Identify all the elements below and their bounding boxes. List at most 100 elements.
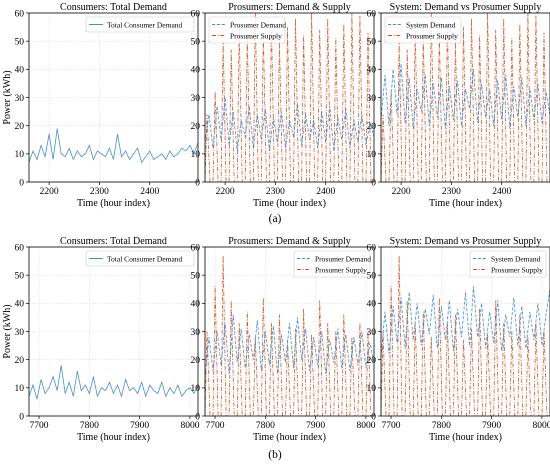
- y-tick-label: 0: [19, 178, 24, 188]
- legend-box: [208, 16, 286, 44]
- chart-title: Prosumers: Demand & Supply: [228, 236, 351, 247]
- y-tick-label: 10: [191, 384, 201, 394]
- x-axis-label: Time (hour index): [77, 432, 150, 443]
- y-tick-label: 10: [367, 384, 377, 394]
- x-axis-label: Time (hour index): [253, 198, 326, 209]
- legend-box: [384, 16, 462, 44]
- chart-panel-b-2: 7700 7800 7900 80000102030405060Prosumers: …: [191, 236, 376, 443]
- y-tick-label: 60: [367, 243, 377, 253]
- series-line-total-consumer-demand: [29, 128, 198, 164]
- y-tick-label: 30: [191, 94, 201, 104]
- legend-label: Prosumer Supply: [315, 265, 367, 274]
- x-tick-label: 8000: [532, 421, 550, 431]
- y-tick-label: 30: [15, 94, 25, 104]
- y-tick-label: 10: [191, 150, 201, 160]
- chart-panel-a-1: 2200 2300 2400 0 10 20 30 40 50 60 Consumers: Tota…: [2, 2, 199, 209]
- series-line-system-demand: [381, 286, 550, 357]
- x-tick-label: 7700: [206, 421, 225, 431]
- y-tick-label: 40: [367, 66, 377, 76]
- legend-label: Total Consumer Demand: [107, 20, 183, 29]
- chart-panel-b-3: 7700 7800 7900 8000 0 10 20 30 40 50 60 System: Dem…: [367, 236, 550, 443]
- y-tick-label: 30: [367, 94, 377, 104]
- series-line-system-demand: [381, 63, 550, 129]
- y-axis-label: Power (kWh): [2, 70, 13, 124]
- chart-title: System: Demand vs Prosumer Supply: [390, 236, 542, 247]
- y-tick-label: 50: [191, 37, 201, 47]
- y-tick-label: 30: [15, 328, 25, 338]
- legend-label: Prosumer Demand: [230, 20, 286, 29]
- chart-title: Prosumers: Demand & Supply: [228, 2, 351, 13]
- legend: Total Consumer Demand: [85, 250, 195, 267]
- x-tick-label: 7700: [382, 421, 401, 431]
- legend-box: [85, 250, 195, 267]
- legend-label: Total Consumer Demand: [107, 254, 183, 263]
- y-tick-label: 40: [191, 300, 201, 310]
- y-tick-label: 20: [15, 122, 25, 132]
- legend-label: Prosumer Supply: [230, 31, 282, 40]
- y-tick-label: 60: [15, 9, 25, 19]
- x-tick-label: 2300: [442, 187, 461, 197]
- x-tick-label: 2400: [140, 187, 159, 197]
- x-tick-label: 2200: [216, 187, 235, 197]
- legend: Total Consumer Demand: [85, 16, 195, 33]
- y-tick-label: 50: [15, 37, 25, 47]
- x-tick-label: 2200: [392, 187, 411, 197]
- y-tick-label: 30: [191, 328, 201, 338]
- series-line-prosumer-demand: [205, 314, 374, 377]
- series-line-total-consumer-demand: [29, 365, 198, 400]
- y-axis-label: Power (kWh): [2, 304, 13, 358]
- legend-label: System Demand: [491, 254, 541, 263]
- x-tick-label: 8000: [180, 421, 199, 431]
- y-tick-label: 20: [191, 122, 201, 132]
- x-axis-label: Time (hour index): [253, 432, 326, 443]
- chart-panel-a-2: 2200 2300 2400 0 10 20 30 40 50 60 Prosumers: Dema…: [191, 2, 375, 209]
- x-tick-label: 2400: [316, 187, 335, 197]
- x-tick-label: 2300: [266, 187, 285, 197]
- x-tick-label: 7700: [30, 421, 49, 431]
- y-tick-label: 20: [367, 356, 377, 366]
- chart-title: Consumers: Total Demand: [60, 236, 167, 247]
- x-axis-label: Time (hour index): [429, 432, 502, 443]
- y-tick-label: 30: [367, 328, 377, 338]
- x-tick-label: 2200: [40, 187, 59, 197]
- y-tick-label: 50: [15, 271, 25, 281]
- y-tick-label: 60: [15, 243, 25, 253]
- series-line-prosumer-supply: [381, 255, 550, 416]
- y-tick-label: 10: [15, 150, 25, 160]
- y-tick-label: 50: [367, 271, 377, 281]
- y-tick-label: 20: [15, 356, 25, 366]
- y-tick-label: 0: [371, 178, 376, 188]
- y-tick-label: 40: [191, 66, 201, 76]
- y-tick-label: 50: [367, 37, 377, 47]
- x-tick-label: 7800: [256, 421, 275, 431]
- y-tick-label: 0: [195, 412, 200, 422]
- y-tick-label: 0: [19, 412, 24, 422]
- y-tick-label: 20: [367, 122, 377, 132]
- legend-box: [469, 250, 547, 278]
- legend-box: [293, 250, 371, 278]
- legend-label: Prosumer Supply: [491, 265, 543, 274]
- legend: Prosumer Demand Prosumer Supply: [293, 250, 371, 278]
- y-tick-label: 40: [15, 66, 25, 76]
- y-tick-label: 60: [367, 9, 377, 19]
- y-tick-label: 40: [367, 300, 377, 310]
- legend: System Demand Prosumer Supply: [384, 16, 462, 44]
- legend: Prosumer Demand Prosumer Supply: [208, 16, 286, 44]
- y-tick-label: 10: [15, 384, 25, 394]
- chart-panel-a-3: 2200 2300 2400 0 10 20 30 40 50 60 System: Demand …: [367, 2, 550, 209]
- y-tick-label: 0: [195, 178, 200, 188]
- x-tick-label: 8000: [356, 421, 375, 431]
- subfigure-label-b: (b): [268, 449, 282, 461]
- y-tick-label: 60: [191, 9, 201, 19]
- y-tick-label: 20: [191, 356, 201, 366]
- x-axis-label: Time (hour index): [429, 198, 502, 209]
- x-tick-label: 2400: [492, 187, 511, 197]
- x-axis-label: Time (hour index): [77, 198, 150, 209]
- legend-label: Prosumer Demand: [315, 254, 371, 263]
- y-tick-label: 40: [15, 300, 25, 310]
- x-tick-label: 7900: [482, 421, 501, 431]
- chart-title: Consumers: Total Demand: [60, 2, 167, 13]
- legend-label: System Demand: [406, 20, 456, 29]
- legend: System Demand Prosumer Supply: [469, 250, 547, 278]
